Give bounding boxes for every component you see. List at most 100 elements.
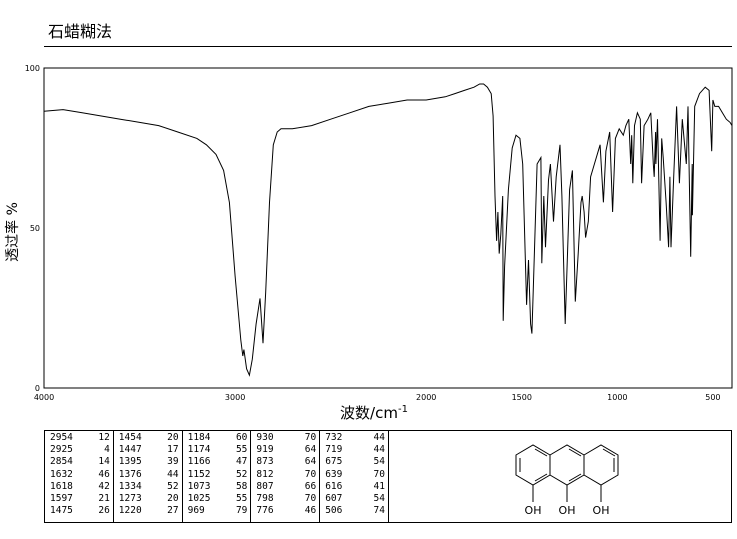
peak-transmittance: 70 [304,493,317,505]
peak-transmittance: 55 [235,493,248,505]
peak-transmittance: 70 [373,468,385,480]
peak-table-row: 1395 39 [114,456,182,468]
peak-transmittance: 44 [167,468,179,480]
y-tick-label: 50 [30,224,40,233]
peak-wavenumber: 1632 [50,468,73,480]
peak-table-row: 1618 42 [45,481,113,493]
peak-wavenumber: 1184 [187,432,211,443]
peak-table-row: 2954 12 [45,432,113,444]
peak-table-row: 798 70 [251,493,319,505]
plot-frame [43,67,733,389]
peak-table-row: 616 41 [320,481,388,493]
peak-transmittance: 27 [167,505,179,517]
peak-wavenumber: 1166 [187,456,211,468]
peak-transmittance: 39 [167,456,179,468]
peak-table-row: 873 64 [251,456,319,468]
peak-transmittance: 66 [304,480,317,492]
page-title: 石蜡糊法 [48,22,113,41]
x-tick-label: 3000 [225,393,245,402]
y-tick-label: 100 [25,64,40,73]
peak-transmittance: 74 [373,505,385,517]
peak-transmittance: 47 [235,456,248,468]
peak-transmittance: 12 [98,432,110,443]
peak-transmittance: 54 [373,493,385,505]
peak-wavenumber: 2925 [50,444,73,456]
peak-wavenumber: 1025 [187,493,211,505]
peak-wavenumber: 873 [256,456,274,468]
peak-table-row: 2925 4 [45,444,113,456]
peak-wavenumber: 1220 [118,505,142,517]
peak-transmittance: 20 [167,432,179,443]
peak-table-row: 1025 55 [183,493,251,505]
peak-table-column: 1454 20 1447 17 1395 39 1376 44 1334 52 1273 20 1220… [114,431,183,522]
peak-table-row: 919 64 [251,444,319,456]
peak-table-row: 719 44 [320,444,388,456]
peak-table-row: 1073 58 [183,481,251,493]
peak-table-column: 732 44 719 44 675 54 639 70 616 41 607 54 506 74 [320,431,389,522]
peak-transmittance: 64 [304,456,317,468]
x-tick-label: 500 [705,393,720,402]
peak-table-row: 1632 46 [45,469,113,481]
peak-table-row: 1174 55 [183,444,251,456]
x-tick-label: 1000 [607,393,627,402]
peak-transmittance: 21 [98,493,110,505]
hydroxyl-label-8: OH [593,504,610,517]
peak-transmittance: 54 [373,456,385,468]
peak-transmittance: 70 [304,432,317,443]
peak-transmittance: 20 [167,493,179,505]
peak-wavenumber: 807 [256,480,274,492]
peak-wavenumber: 969 [187,505,205,517]
peak-transmittance: 60 [235,432,248,443]
peak-wavenumber: 1618 [50,480,73,492]
peak-wavenumber: 1073 [187,480,211,492]
peak-table-row: 732 44 [320,432,388,444]
peak-wavenumber: 639 [325,468,343,480]
peak-table-row: 1152 52 [183,469,251,481]
peak-table-row: 1454 20 [114,432,182,444]
peak-transmittance: 41 [373,480,385,492]
peak-table-row: 1184 60 [183,432,251,444]
peak-table-row: 506 74 [320,505,388,517]
peak-table-column: 2954 12 2925 4 2854 14 1632 46 1618 42 1597 21 1475 2… [45,431,114,522]
peak-table-row: 1334 52 [114,481,182,493]
peak-table-row: 776 46 [251,505,319,517]
peak-table-row: 1597 21 [45,493,113,505]
peak-wavenumber: 1454 [118,432,142,443]
x-axis-label: 波数/cm-1 [340,404,408,422]
x-tick-label: 2000 [416,393,436,402]
peak-wavenumber: 1152 [187,468,211,480]
peak-transmittance: 70 [304,468,317,480]
hydroxyl-label-9: OH [559,504,576,517]
peak-transmittance: 55 [235,444,248,456]
anthracene-ring-system [515,444,619,502]
spectrum-series-line [43,83,733,377]
peak-wavenumber: 798 [256,493,274,505]
peak-transmittance: 79 [235,505,248,517]
y-axis-label: 透过率 % [4,202,21,262]
peak-wavenumber: 506 [325,505,343,517]
peak-transmittance: 17 [167,444,179,456]
peak-table-row: 807 66 [251,481,319,493]
peak-transmittance: 46 [304,505,317,517]
peak-table-row: 812 70 [251,469,319,481]
peak-wavenumber: 1273 [118,493,142,505]
peak-wavenumber: 732 [325,432,343,443]
peak-wavenumber: 930 [256,432,274,443]
peak-wavenumber: 1447 [118,444,142,456]
peak-transmittance: 26 [98,505,110,517]
peak-wavenumber: 1395 [118,456,142,468]
peak-table-row: 1273 20 [114,493,182,505]
peak-transmittance: 52 [235,468,248,480]
peak-table-column: 930 70 919 64 873 64 812 70 807 66 798 70 776 46 [251,431,321,522]
peak-transmittance: 14 [98,456,110,468]
peak-transmittance: 64 [304,444,317,456]
peak-table-row: 1220 27 [114,505,182,517]
peak-table-row: 969 79 [183,505,251,517]
chemical-structure: OH OH OH [515,444,619,517]
peak-table-row: 607 54 [320,493,388,505]
peak-transmittance: 42 [98,480,110,492]
peak-table-row: 639 70 [320,469,388,481]
peak-table-row: 1166 47 [183,456,251,468]
peak-transmittance: 4 [104,444,110,456]
peak-table-row: 1447 17 [114,444,182,456]
